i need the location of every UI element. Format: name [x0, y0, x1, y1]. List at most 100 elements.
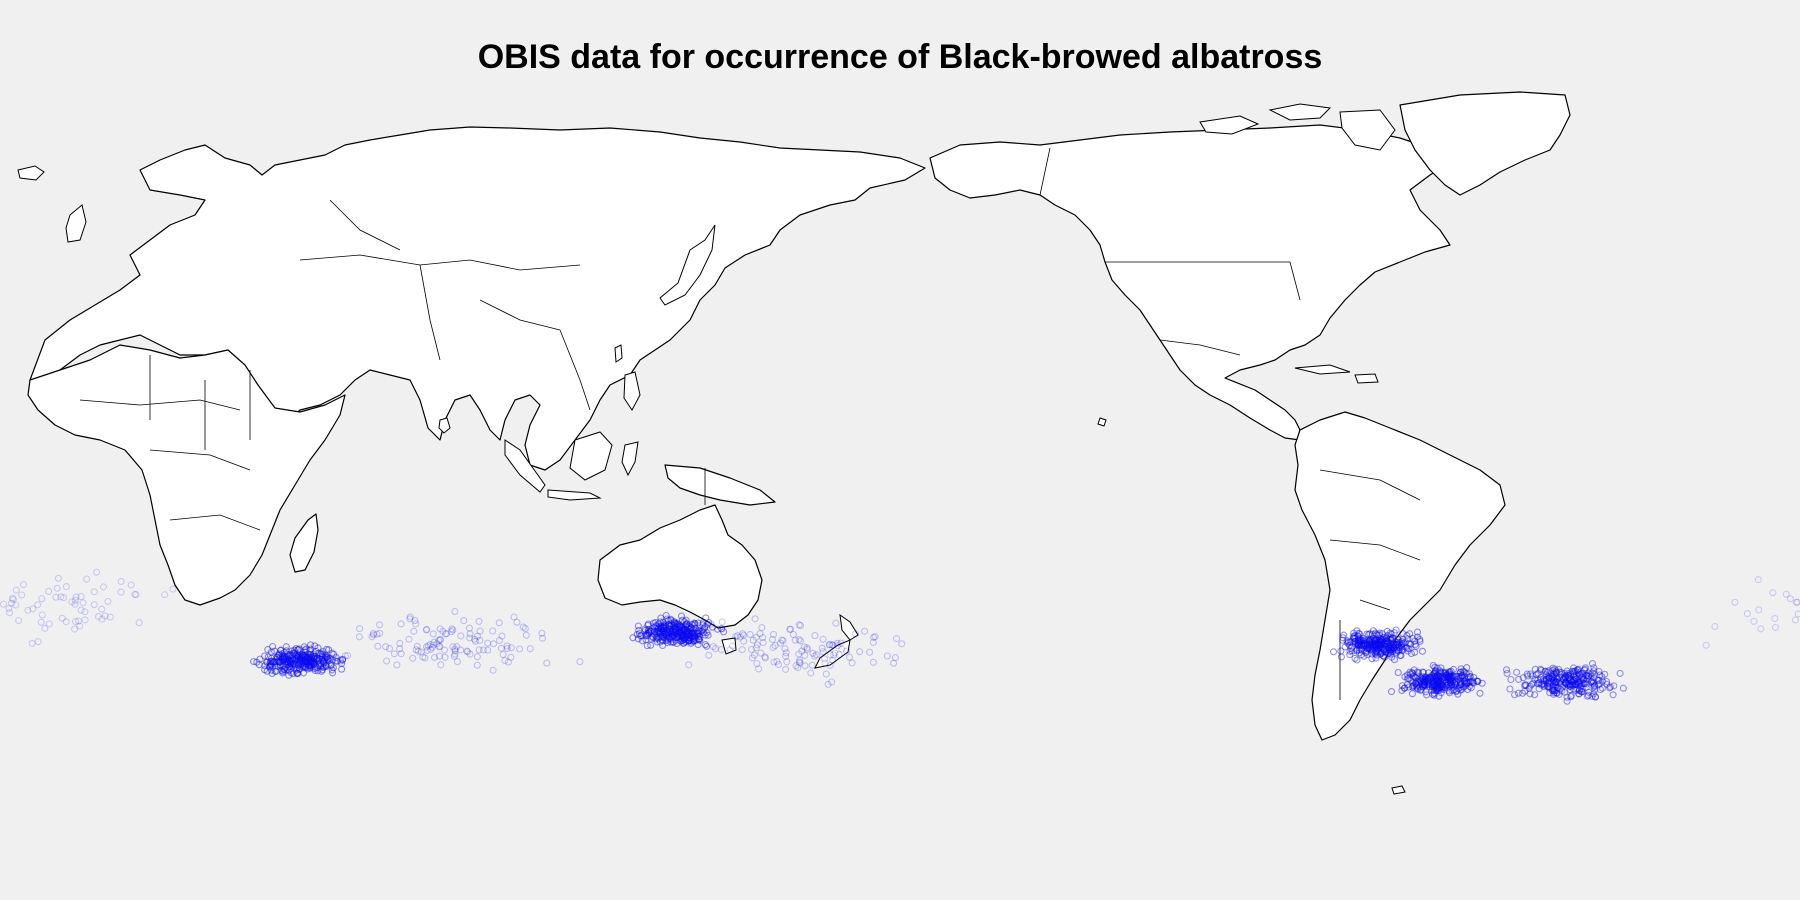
occurrence-point — [1553, 668, 1561, 677]
occurrence-point — [1545, 674, 1554, 682]
occurrence-point — [286, 659, 294, 667]
occurrence-point — [1560, 681, 1569, 689]
occurrence-point — [1370, 639, 1378, 647]
occurrence-point — [1413, 677, 1422, 686]
occurrence-point — [1537, 676, 1545, 684]
occurrence-point — [336, 656, 344, 664]
occurrence-point — [1595, 676, 1603, 684]
occurrence-point — [1566, 675, 1574, 683]
occurrence-point — [1570, 668, 1579, 676]
occurrence-point — [685, 627, 694, 636]
occurrence-point — [285, 671, 293, 679]
occurrence-point — [1437, 670, 1445, 678]
occurrence-point — [1550, 671, 1558, 679]
occurrence-point — [1445, 673, 1453, 681]
occurrence-point — [1476, 689, 1484, 697]
occurrence-point — [1523, 670, 1531, 678]
occurrence-point — [656, 624, 665, 633]
occurrence-point — [1406, 668, 1414, 676]
occurrence-point — [1543, 681, 1551, 689]
occurrence-point — [263, 667, 271, 675]
occurrence-point — [1465, 682, 1473, 691]
occurrence-point — [1354, 641, 1362, 649]
occurrence-point — [1526, 682, 1534, 690]
occurrence-point — [683, 631, 691, 639]
occurrence-point — [1371, 640, 1379, 648]
occurrence-point — [1595, 667, 1603, 675]
border-africa — [79, 355, 261, 531]
occurrence-point — [1366, 637, 1374, 645]
occurrence-point — [1417, 686, 1425, 694]
occurrence-point — [447, 628, 456, 636]
occurrence-point — [489, 640, 498, 648]
occurrence-point — [1363, 636, 1371, 644]
occurrence-point — [678, 632, 687, 640]
occurrence-point — [290, 660, 298, 668]
occurrence-point — [280, 666, 288, 674]
occurrence-point — [417, 648, 425, 656]
occurrence-point — [1431, 669, 1439, 678]
occurrence-point — [266, 659, 274, 668]
occurrence-point — [338, 659, 346, 668]
occurrence-point — [280, 653, 288, 661]
occurrence-point — [1436, 667, 1444, 675]
occurrence-point — [1431, 673, 1439, 681]
occurrence-point — [62, 583, 70, 591]
occurrence-point — [645, 628, 653, 636]
occurrence-point — [883, 652, 891, 660]
occurrence-point — [406, 615, 414, 623]
occurrence-point — [283, 650, 291, 658]
occurrence-point — [1377, 638, 1385, 646]
occurrence-point — [1583, 680, 1591, 688]
occurrence-point — [1337, 647, 1345, 655]
occurrence-point — [1474, 677, 1482, 686]
africa-landmass — [27, 344, 346, 606]
occurrence-point — [758, 624, 766, 632]
occurrence-point — [298, 654, 306, 662]
occurrence-point — [1457, 672, 1465, 680]
occurrence-point — [869, 638, 877, 647]
occurrence-point — [679, 636, 687, 644]
occurrence-point — [1445, 678, 1453, 686]
occurrence-point — [1424, 676, 1432, 684]
occurrence-point — [1531, 691, 1539, 699]
occurrence-point — [1545, 673, 1553, 681]
occurrence-point — [726, 646, 734, 654]
occurrence-point — [294, 669, 302, 677]
occurrence-point — [1521, 681, 1529, 690]
occurrence-point — [489, 627, 497, 635]
occurrence-point — [1389, 644, 1397, 652]
occurrence-point — [1425, 679, 1433, 687]
occurrence-point — [669, 627, 677, 635]
madagascar — [289, 513, 319, 573]
occurrence-point — [1385, 645, 1393, 653]
occurrence-point — [771, 642, 779, 650]
occurrence-point — [1540, 677, 1548, 685]
occurrence-point — [430, 638, 438, 646]
occurrence-point — [1568, 681, 1576, 689]
occurrence-point — [1469, 677, 1477, 685]
occurrence-point — [327, 662, 335, 670]
occurrence-point — [676, 637, 684, 645]
occurrence-point — [1570, 685, 1578, 693]
occurrence-point — [845, 653, 854, 661]
occurrence-point — [683, 620, 691, 628]
occurrence-point — [1411, 637, 1419, 645]
occurrence-point — [302, 660, 310, 668]
occurrence-point — [299, 651, 307, 659]
occurrence-point — [1379, 646, 1388, 654]
occurrence-point — [1435, 675, 1443, 684]
occurrence-point — [1354, 640, 1362, 648]
occurrence-point — [652, 631, 660, 639]
occurrence-point — [665, 621, 673, 629]
occurrence-point — [695, 635, 703, 643]
occurrence-point — [1570, 672, 1578, 680]
occurrence-point — [1390, 629, 1398, 637]
occurrence-point — [1418, 647, 1427, 655]
occurrence-point — [1469, 679, 1477, 687]
occurrence-point — [1356, 630, 1364, 638]
occurrence-point — [303, 653, 312, 661]
occurrence-point — [1368, 638, 1376, 646]
occurrence-point — [759, 638, 767, 647]
occurrence-point — [1581, 665, 1589, 673]
